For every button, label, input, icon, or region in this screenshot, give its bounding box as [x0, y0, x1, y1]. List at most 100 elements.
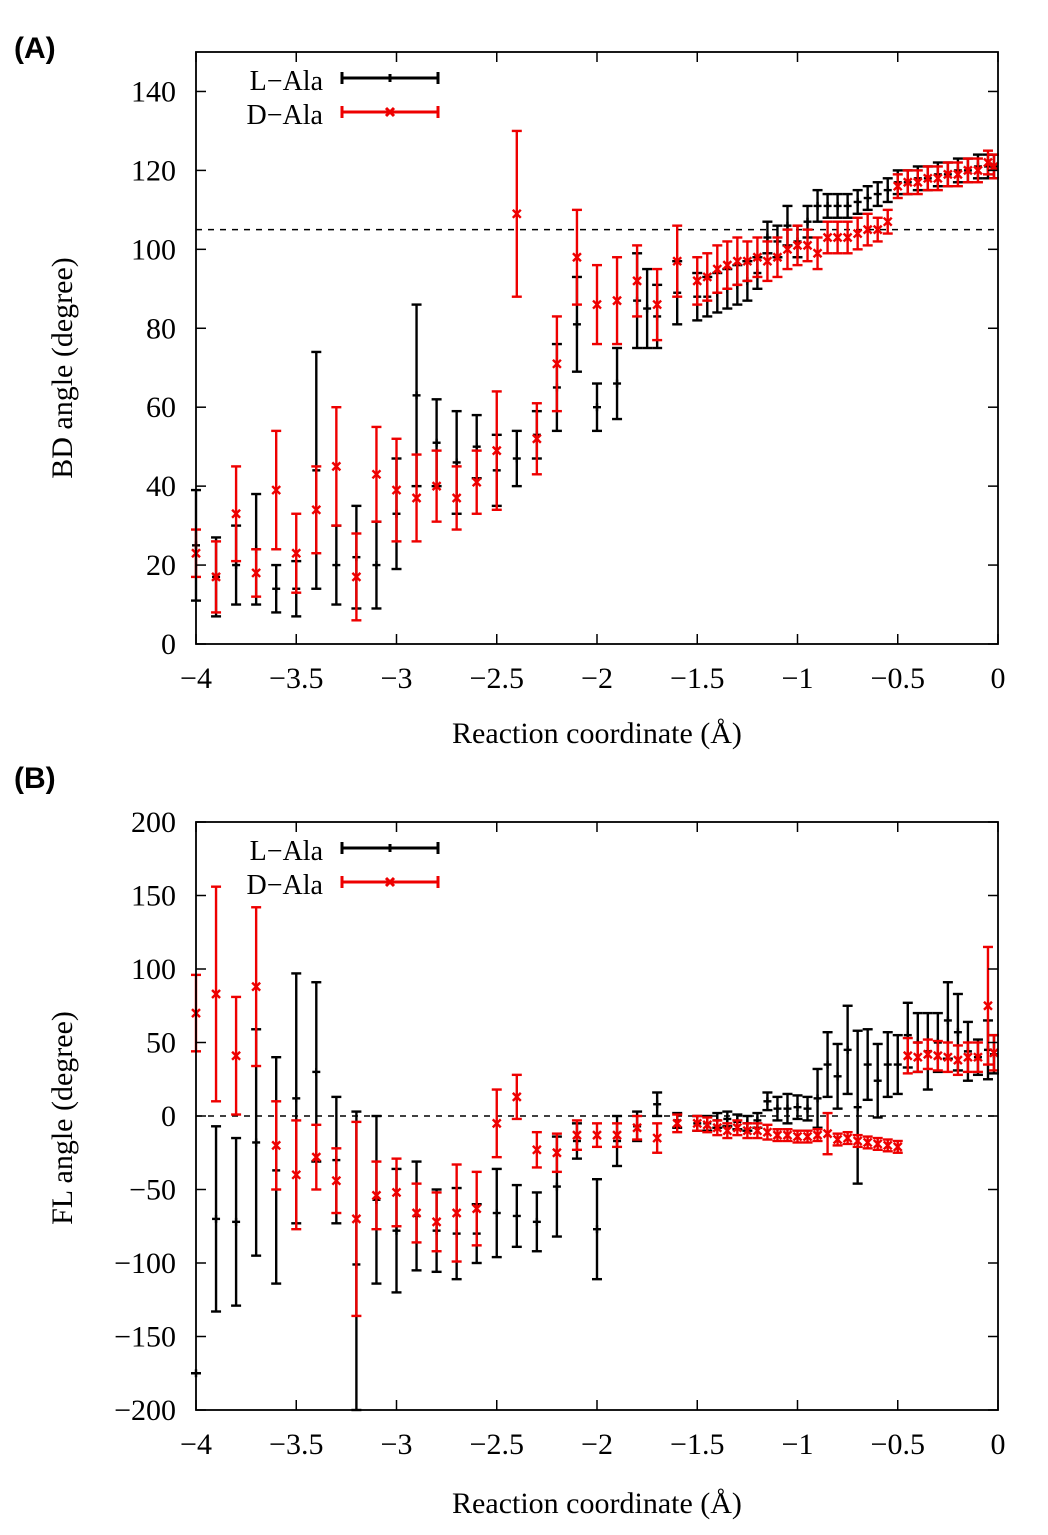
panel-b-data [191, 885, 999, 1412]
marker [692, 276, 703, 286]
x-tick-label: −1.5 [670, 662, 724, 695]
marker [271, 1140, 282, 1151]
legend-d-ala-label: D−Ala [247, 100, 324, 131]
marker [983, 157, 993, 168]
data-point [331, 1147, 342, 1215]
x-tick-label: 0 [991, 662, 1006, 695]
panel-b-label: (B) [14, 762, 56, 795]
data-point [988, 1033, 999, 1072]
data-point [431, 1191, 442, 1253]
marker [872, 1139, 883, 1149]
marker [652, 1133, 662, 1143]
marker [632, 276, 642, 286]
marker [963, 1052, 973, 1063]
data-point [311, 1123, 322, 1191]
marker [231, 1050, 241, 1061]
data-point [852, 188, 863, 216]
series-l-ala [191, 972, 999, 1412]
marker [842, 232, 853, 243]
panel-a-label: (A) [14, 32, 56, 65]
x-tick-label: −3.5 [269, 1428, 323, 1461]
data-point [912, 169, 923, 196]
data-point [982, 945, 993, 1066]
data-point [852, 1133, 863, 1149]
y-tick-label: 140 [131, 75, 176, 108]
data-point [872, 216, 883, 243]
data-point [592, 263, 602, 346]
marker [652, 299, 662, 310]
marker [862, 224, 873, 235]
marker [331, 1175, 342, 1186]
data-point [211, 1125, 222, 1313]
marker [431, 481, 442, 491]
marker [752, 1125, 763, 1136]
data-point [531, 402, 542, 476]
x-tick-label: −3.5 [269, 662, 323, 695]
marker [732, 1122, 743, 1133]
data-point [702, 1116, 713, 1134]
data-point [471, 449, 482, 515]
marker [792, 1131, 803, 1142]
marker [842, 1133, 853, 1143]
marker [732, 256, 743, 267]
data-point [988, 153, 999, 180]
marker [291, 1169, 302, 1180]
data-point [902, 1036, 913, 1075]
data-point [491, 390, 502, 512]
data-point [842, 220, 853, 255]
panel-b-x-axis-title: Reaction coordinate (Å) [452, 1487, 742, 1520]
marker [772, 252, 783, 263]
data-point [962, 157, 973, 184]
data-point [632, 1114, 643, 1141]
marker [922, 173, 933, 184]
marker [331, 461, 342, 472]
data-point [792, 1129, 803, 1144]
y-tick-label: −150 [114, 1321, 176, 1354]
data-point [832, 1042, 843, 1110]
panel-a-data [191, 129, 999, 622]
data-point [762, 1123, 773, 1141]
y-tick-label: 120 [131, 154, 176, 187]
marker [411, 493, 422, 503]
data-point [752, 1122, 763, 1140]
y-tick-label: 40 [146, 470, 176, 503]
data-point [652, 1122, 663, 1154]
y-tick-label: 100 [131, 233, 176, 266]
marker [752, 252, 763, 263]
data-point [251, 906, 262, 1068]
marker [371, 469, 382, 480]
marker [742, 1125, 753, 1136]
data-point [832, 220, 843, 255]
marker [902, 177, 913, 188]
data-point [942, 161, 953, 188]
data-point [471, 1170, 482, 1247]
x-tick-label: 0 [991, 1428, 1006, 1461]
y-tick-label: 200 [131, 806, 176, 839]
marker [712, 264, 723, 274]
x-tick-label: −3 [381, 662, 413, 695]
marker [963, 165, 973, 176]
data-point [902, 169, 913, 196]
data-point [892, 1033, 903, 1096]
data-point [762, 240, 773, 283]
data-point [371, 425, 382, 523]
marker [291, 548, 302, 559]
y-tick-label: −100 [114, 1247, 176, 1280]
data-point [311, 465, 322, 555]
marker [802, 1131, 813, 1142]
data-point [772, 1095, 783, 1122]
data-point [371, 1160, 382, 1231]
marker [892, 1142, 903, 1152]
marker [772, 1130, 783, 1140]
data-point [551, 315, 562, 413]
marker [311, 504, 322, 515]
data-point [842, 1004, 853, 1096]
data-point [822, 1031, 833, 1099]
data-point [892, 173, 903, 200]
series-d-ala [191, 885, 999, 1318]
data-point [211, 885, 222, 1103]
marker [612, 295, 622, 306]
data-point [882, 177, 893, 204]
data-point [832, 1132, 843, 1147]
data-point [551, 1132, 562, 1174]
